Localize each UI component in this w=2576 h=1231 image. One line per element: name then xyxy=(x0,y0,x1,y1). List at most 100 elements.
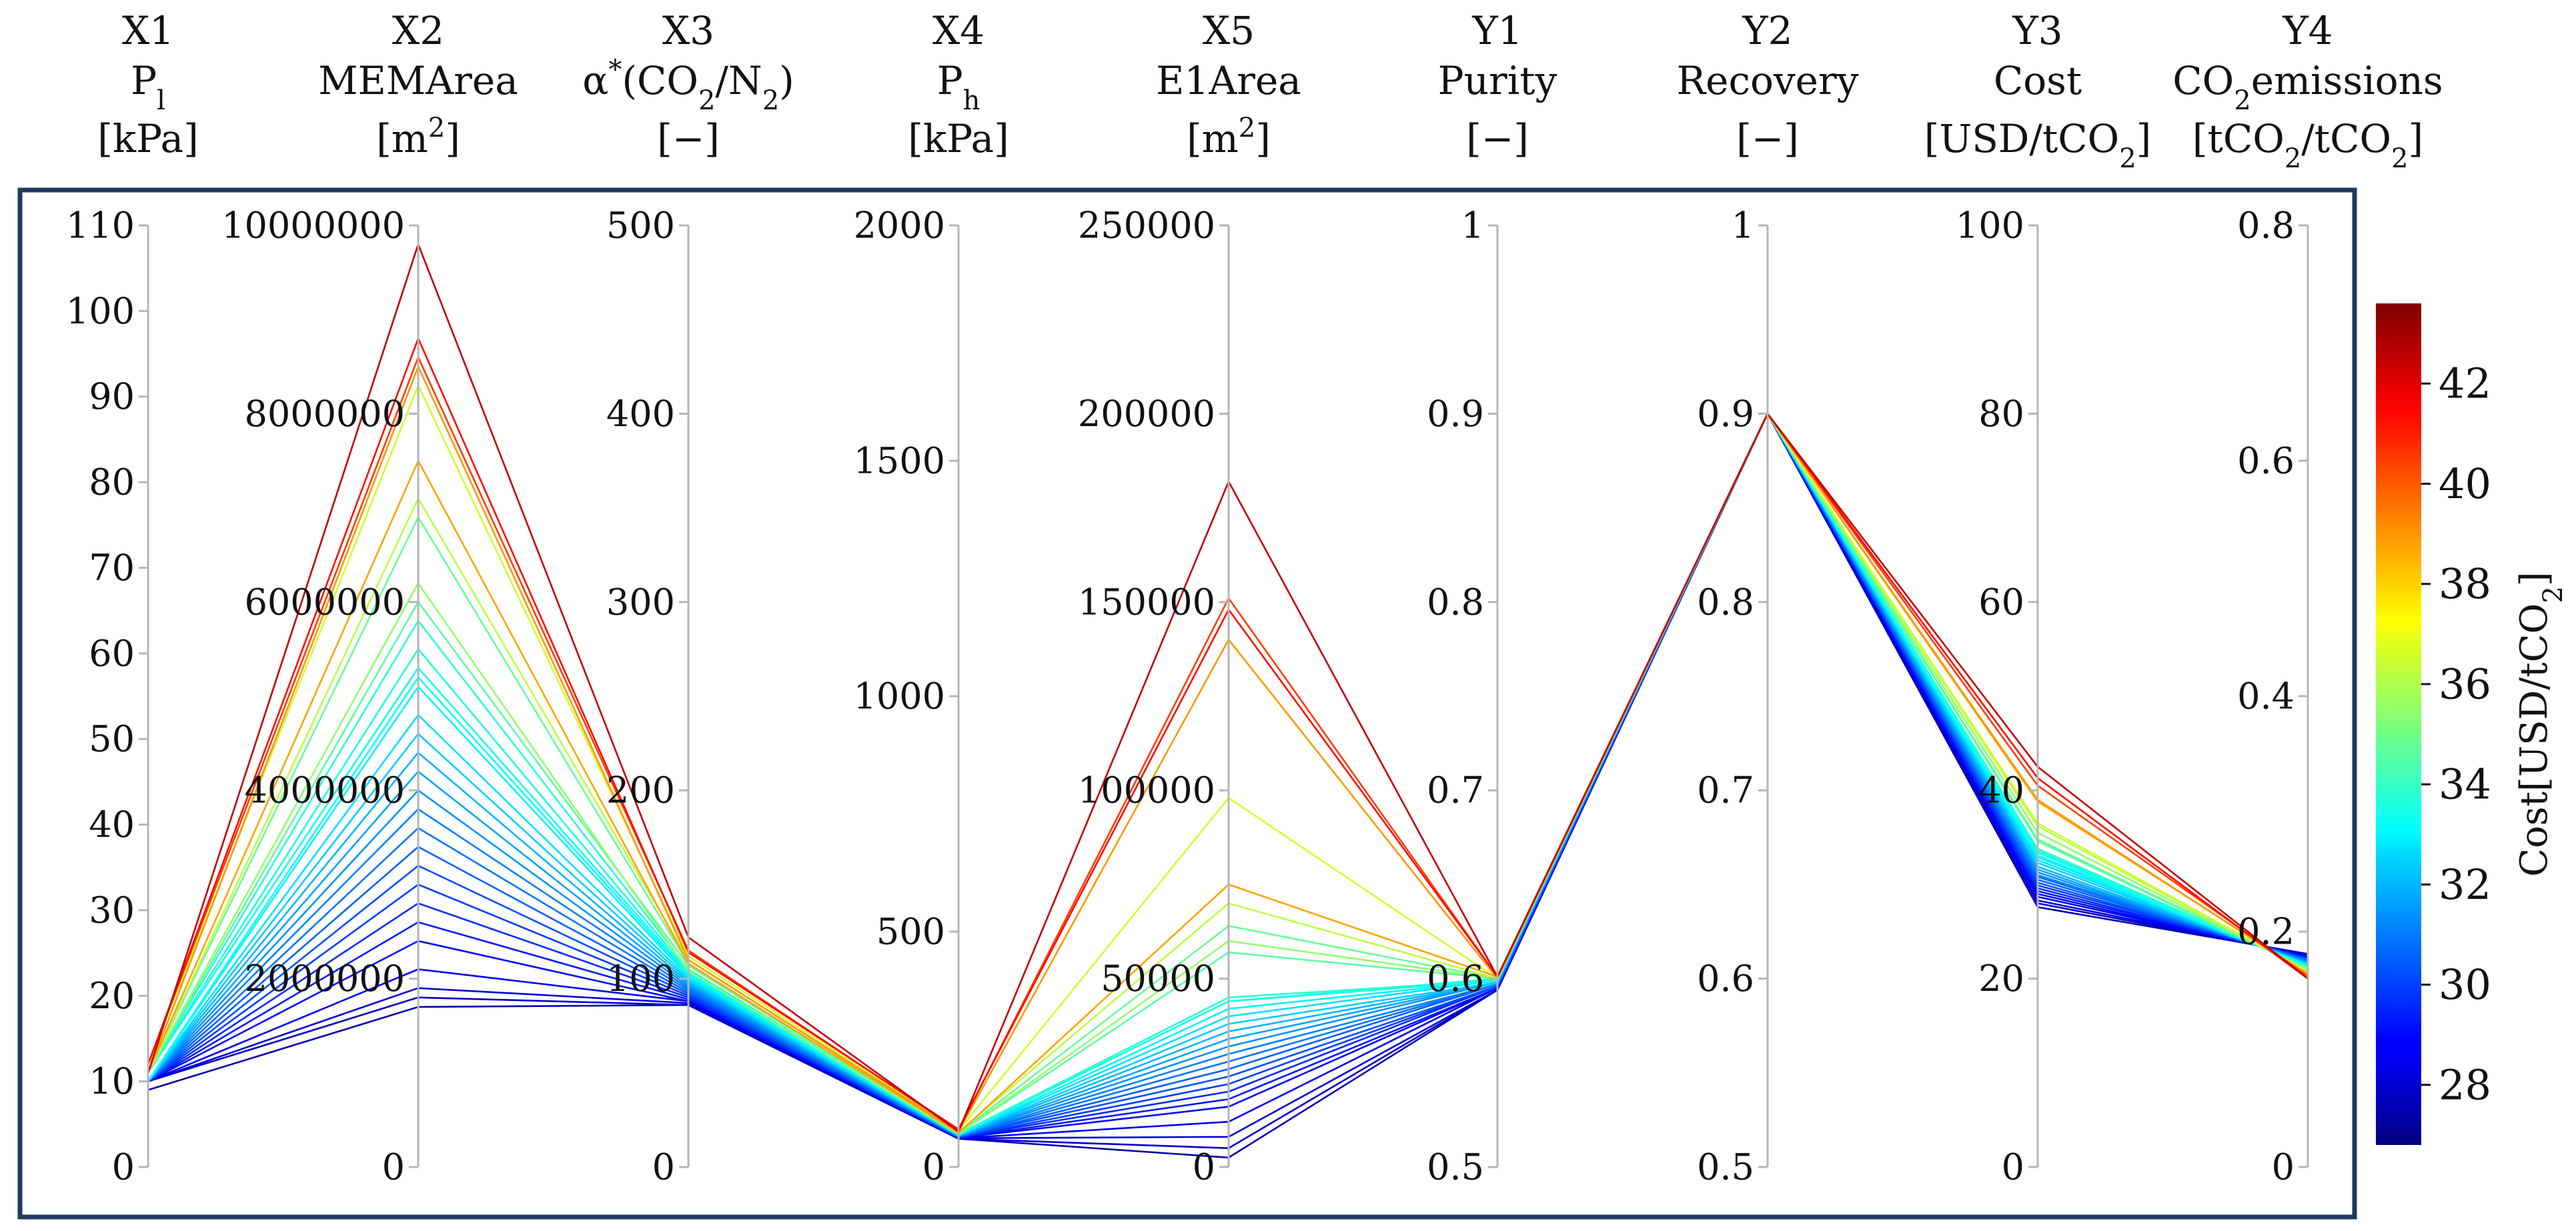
axis-unit: [tCO2/tCO2] xyxy=(2192,116,2423,174)
tick-label-X3: 100 xyxy=(606,958,675,1000)
tick-label-Y2: 0.8 xyxy=(1697,581,1754,623)
axis-X4: 0 500 1000 1500 2000 xyxy=(854,205,960,1188)
header-Y2: Y2 Recovery [−] xyxy=(1677,8,1859,161)
colorbar-tick-label: 32 xyxy=(2439,860,2491,909)
axis-id: Y1 xyxy=(1471,8,1522,53)
tick-label-X3: 200 xyxy=(606,770,675,812)
axis-unit: [m2] xyxy=(1187,113,1271,161)
tick-label-X1: 90 xyxy=(89,375,135,417)
tick-label-X2: 2000000 xyxy=(245,958,406,1000)
header-X1: X1 Pl[kPa] xyxy=(97,8,198,161)
tick-label-Y1: 1 xyxy=(1461,205,1484,247)
tick-label-X4: 2000 xyxy=(854,205,945,247)
axis-name: Cost xyxy=(1994,58,2082,103)
axis-name: Ph xyxy=(937,58,981,116)
tick-label-Y2: 1 xyxy=(1732,205,1754,247)
axis-unit: [USD/tCO2] xyxy=(1924,116,2152,174)
tick-label-X1: 70 xyxy=(89,547,135,589)
axis-unit: [m2] xyxy=(376,113,460,161)
axis-X2: 0 2000000 4000000 6000000 8000000 10000000 xyxy=(221,205,420,1188)
colorbar: 28 30 32 34 36 38 40 42 Cost[USD/tCO2] xyxy=(2376,303,2569,1145)
axes: 0102030405060708090100110020000004000000… xyxy=(66,205,2309,1188)
colorbar-tick-label: 36 xyxy=(2439,660,2491,708)
tick-label-X3: 400 xyxy=(606,393,675,435)
header-Y3: Y3 Cost [USD/tCO2] xyxy=(1924,8,2152,174)
tick-label-Y3: 60 xyxy=(1978,581,2024,623)
axis-Y3: 0 20 40 60 80 100 xyxy=(1956,205,2039,1188)
header-Y4: Y4 CO2emissions[tCO2/tCO2] xyxy=(2172,8,2443,174)
tick-label-Y4: 0.4 xyxy=(2237,676,2295,718)
tick-label-X4: 500 xyxy=(876,911,945,953)
tick-label-X2: 8000000 xyxy=(245,393,406,435)
axis-X5: 0 50000 100000 150000 200000 250000 xyxy=(1078,205,1230,1188)
axis-name: α*(CO2/N2) xyxy=(582,55,794,116)
tick-label-X1: 40 xyxy=(89,804,135,846)
colorbar-tick-label: 30 xyxy=(2439,960,2491,1009)
tick-label-X5: 50000 xyxy=(1101,958,1215,1000)
tick-label-Y1: 0.6 xyxy=(1427,958,1484,1000)
axis-id: Y4 xyxy=(2282,8,2333,53)
tick-label-X4: 0 xyxy=(922,1146,945,1188)
tick-label-X3: 300 xyxy=(606,581,675,623)
header-Y1: Y1 Purity [−] xyxy=(1438,8,1557,161)
axis-headers: X1 Pl [kPa] X2 MEMArea [m2] X3α*(CO2/N2)[−] X4 P… xyxy=(97,8,2443,174)
tick-label-X1: 50 xyxy=(89,718,135,760)
tick-label-X5: 150000 xyxy=(1078,581,1215,623)
tick-label-X5: 100000 xyxy=(1078,770,1215,812)
tick-label-Y1: 0.8 xyxy=(1427,581,1484,623)
tick-label-Y2: 0.7 xyxy=(1697,770,1754,812)
tick-label-X1: 100 xyxy=(66,290,135,332)
tick-label-X2: 0 xyxy=(382,1146,405,1188)
axis-X1: 0 10 20 30 40 50 60 70 80 90 100 110 xyxy=(66,205,149,1188)
axis-name: CO2emissions xyxy=(2172,58,2443,116)
tick-label-X4: 1500 xyxy=(854,440,945,482)
tick-label-X1: 110 xyxy=(66,205,135,247)
tick-label-Y3: 0 xyxy=(2002,1146,2024,1188)
axis-Y1: 0.5 0.6 0.7 0.8 0.9 1 xyxy=(1427,205,1499,1188)
tick-label-Y3: 100 xyxy=(1956,205,2024,247)
tick-label-X3: 0 xyxy=(652,1146,675,1188)
tick-label-Y4: 0.6 xyxy=(2237,440,2295,482)
tick-label-Y1: 0.5 xyxy=(1427,1146,1484,1188)
axis-unit: [−] xyxy=(657,116,720,161)
axis-name: Purity xyxy=(1438,58,1557,103)
axis-unit: [kPa] xyxy=(908,116,1009,161)
axis-id: Y2 xyxy=(1742,8,1792,53)
tick-label-Y3: 80 xyxy=(1978,393,2024,435)
tick-label-X1: 0 xyxy=(112,1146,135,1188)
tick-label-Y4: 0 xyxy=(2272,1146,2295,1188)
axis-id: X4 xyxy=(932,8,985,53)
tick-label-X5: 0 xyxy=(1193,1146,1215,1188)
tick-label-Y3: 40 xyxy=(1978,770,2024,812)
colorbar-tick-label: 34 xyxy=(2439,760,2491,809)
axis-id: X3 xyxy=(662,8,714,53)
tick-label-Y4: 0.8 xyxy=(2237,205,2295,247)
axis-name: Recovery xyxy=(1677,58,1859,103)
tick-label-Y3: 20 xyxy=(1978,958,2024,1000)
colorbar-tick-label: 38 xyxy=(2439,559,2491,608)
tick-label-X2: 6000000 xyxy=(245,581,406,623)
colorbar-tick-label: 42 xyxy=(2439,359,2491,408)
tick-label-X1: 30 xyxy=(89,889,135,931)
colorbar-gradient xyxy=(2376,303,2421,1145)
tick-label-X4: 1000 xyxy=(854,676,945,718)
header-X5: X5 E1Area [m2] xyxy=(1156,8,1301,161)
header-X2: X2 MEMArea [m2] xyxy=(318,8,518,161)
axis-id: X2 xyxy=(392,8,444,53)
tick-label-Y1: 0.7 xyxy=(1427,770,1484,812)
colorbar-tick-label: 40 xyxy=(2439,459,2491,508)
axis-id: Y3 xyxy=(2012,8,2062,53)
tick-label-X2: 4000000 xyxy=(245,770,406,812)
plot-frame xyxy=(17,187,2357,1220)
axis-id: X1 xyxy=(122,8,174,53)
tick-label-X1: 60 xyxy=(89,632,135,674)
axis-name: Pl xyxy=(131,58,165,116)
tick-label-X2: 10000000 xyxy=(221,205,405,247)
axis-Y2: 0.5 0.6 0.7 0.8 0.9 1 xyxy=(1697,205,1769,1188)
tick-label-Y2: 0.6 xyxy=(1697,958,1754,1000)
colorbar-tick-label: 28 xyxy=(2439,1060,2491,1109)
axis-name: MEMArea xyxy=(318,58,518,103)
axis-name: E1Area xyxy=(1156,58,1301,103)
header-X3: X3α*(CO2/N2)[−] xyxy=(582,8,794,161)
